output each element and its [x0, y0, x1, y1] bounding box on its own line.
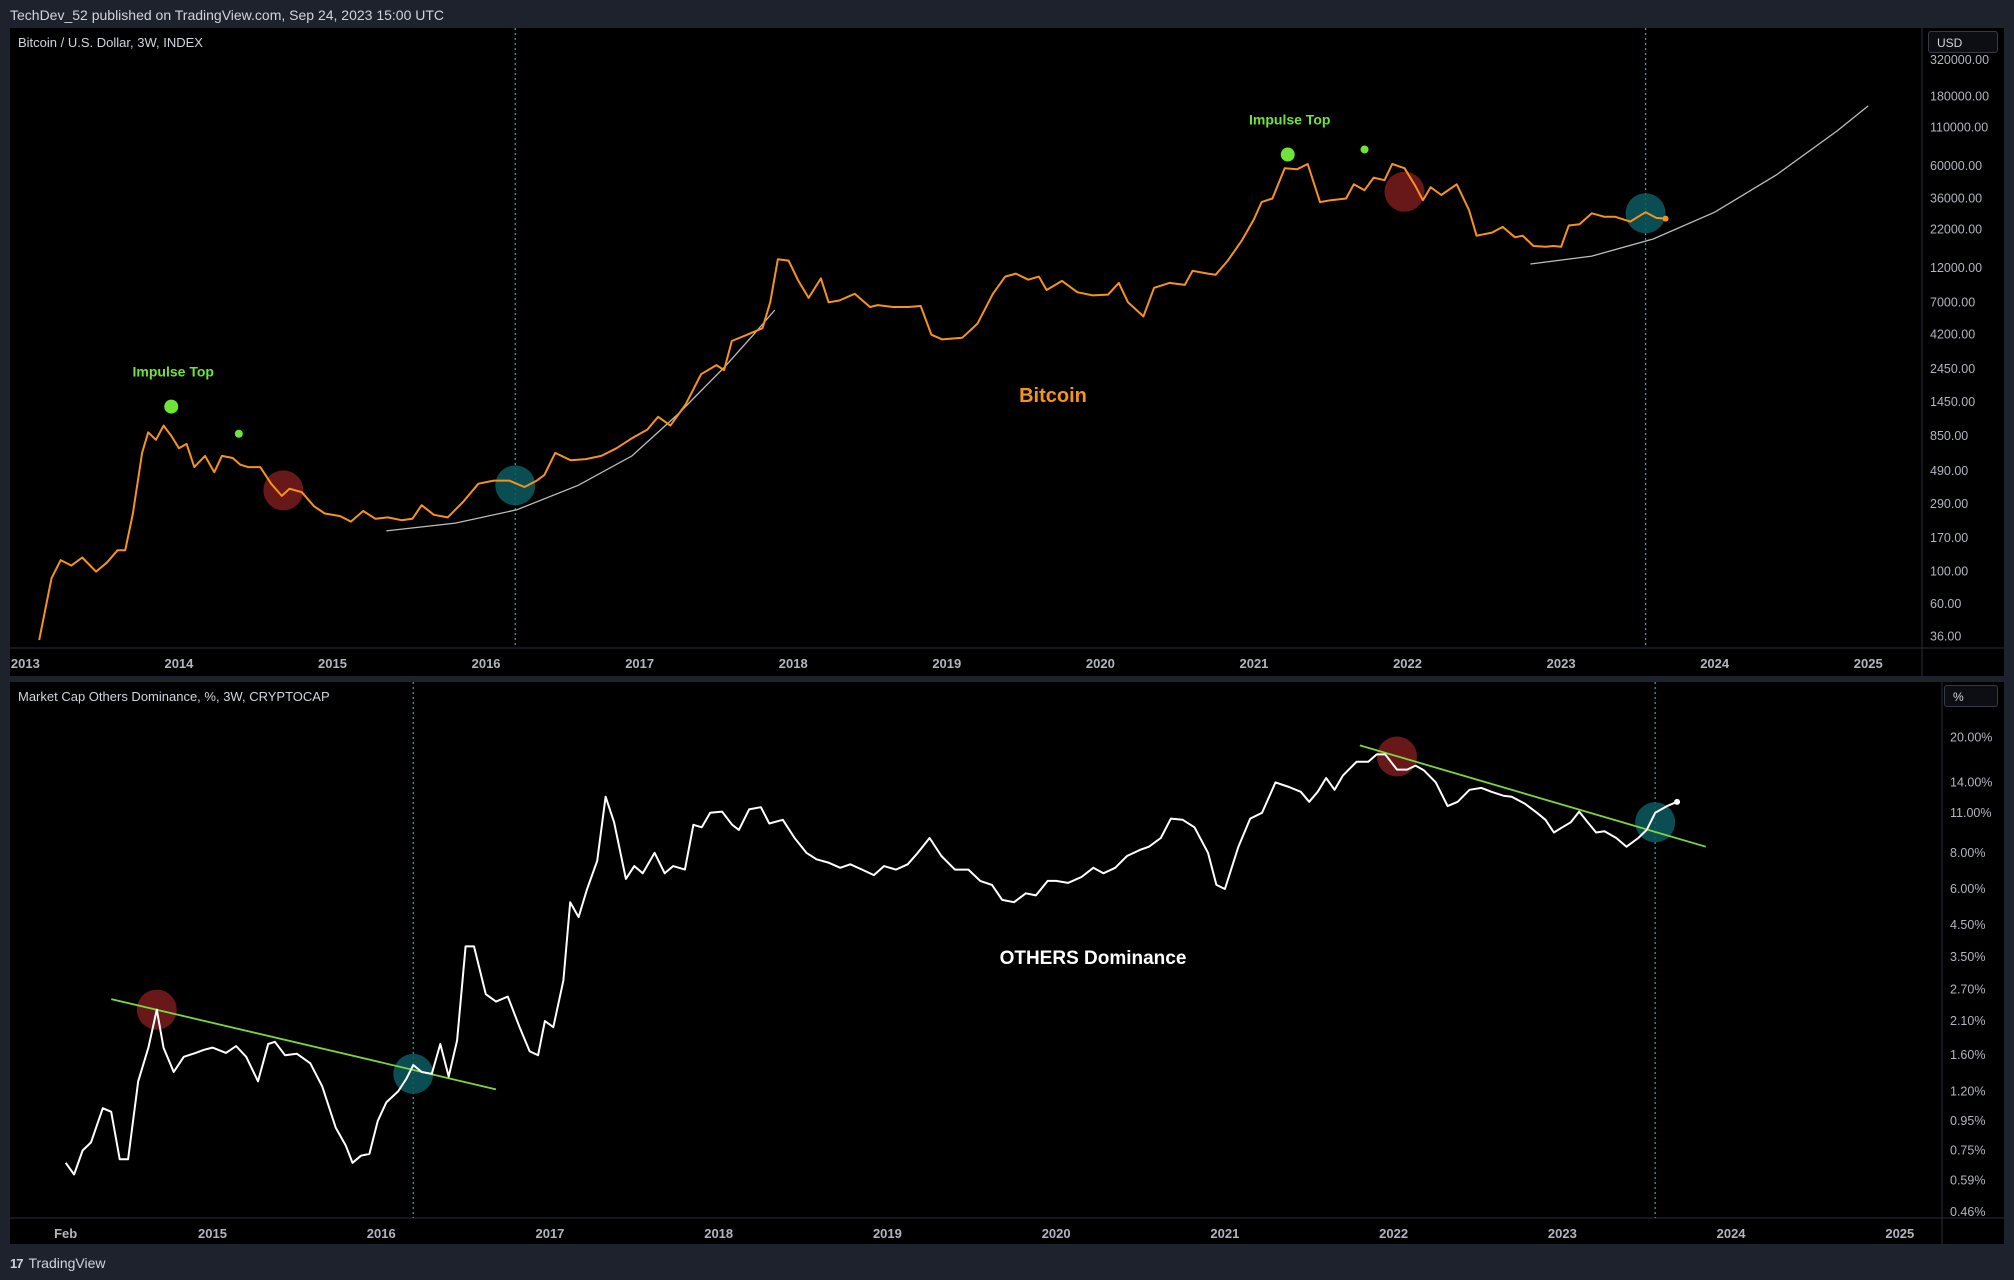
bullish-circle-marker	[495, 465, 536, 506]
y-tick-label: 4200.00	[1930, 328, 1975, 342]
x-tick-label: 2014	[164, 656, 194, 671]
y-tick-label: 22000.00	[1930, 223, 1982, 237]
last-value-dot	[1662, 215, 1669, 222]
y-tick-label: 2450.00	[1930, 362, 1975, 376]
y-tick-label: 320000.00	[1930, 53, 1989, 67]
y-tick-label: 490.00	[1930, 464, 1968, 478]
y-tick-label: 12000.00	[1930, 261, 1982, 275]
y-tick-label: 290.00	[1930, 497, 1968, 511]
x-tick-label: 2013	[11, 656, 40, 671]
x-tick-label: 2024	[1717, 1226, 1747, 1241]
y-tick-label: 3.50%	[1950, 950, 1985, 964]
support-curve	[1530, 105, 1869, 265]
y-tick-label: 110000.00	[1930, 121, 1988, 135]
y-tick-label: 7000.00	[1930, 295, 1975, 309]
y-tick-label: 1.60%	[1950, 1048, 1985, 1062]
y-tick-label: 0.59%	[1950, 1174, 1985, 1188]
y-tick-label: 2.70%	[1950, 982, 1985, 996]
y-tick-label: 6.00%	[1950, 882, 1985, 896]
bitcoin-pane-title: Bitcoin / U.S. Dollar, 3W, INDEX	[18, 35, 203, 50]
bitcoin-pane[interactable]: 320000.00 180000.00 110000.00 60000.00 36000…	[10, 28, 2004, 676]
percent-unit-button[interactable]: %	[1944, 685, 1998, 707]
x-tick-label: 2019	[873, 1226, 902, 1241]
publisher-bar: TechDev_52 published on TradingView.com,…	[0, 0, 2014, 28]
y-tick-label: 0.46%	[1950, 1205, 1985, 1219]
bearish-circle-marker	[1384, 171, 1425, 212]
y-tick-label: 14.00%	[1950, 775, 1992, 789]
y-tick-label: 1.20%	[1950, 1084, 1985, 1098]
y-tick-label: 36.00	[1930, 629, 1961, 643]
publisher-text: TechDev_52 published on TradingView.com,…	[10, 7, 445, 23]
x-tick-label: Feb	[54, 1226, 77, 1241]
secondary-top-dot	[1360, 145, 1369, 154]
brand-label: TradingView	[28, 1255, 106, 1271]
y-tick-label: 100.00	[1930, 565, 1968, 579]
bitcoin-chart[interactable]: 320000.00 180000.00 110000.00 60000.00 36000…	[10, 28, 2004, 676]
bitcoin-annotation: Bitcoin	[1019, 385, 1087, 407]
x-tick-label: 2016	[367, 1226, 396, 1241]
trend-line	[1359, 744, 1707, 848]
x-tick-label: 2023	[1547, 656, 1576, 671]
x-tick-label: 2024	[1700, 656, 1730, 671]
y-tick-label: 170.00	[1930, 531, 1968, 545]
impulse-top-label: Impulse Top	[133, 364, 214, 380]
impulse-top-dot	[164, 399, 179, 414]
currency-unit-button[interactable]: USD	[1928, 31, 1998, 53]
trend-line	[111, 998, 497, 1091]
x-tick-label: 2022	[1393, 656, 1422, 671]
y-tick-label: 0.95%	[1950, 1114, 1985, 1128]
y-tick-label: 36000.00	[1930, 191, 1982, 205]
x-tick-label: 2025	[1885, 1226, 1914, 1241]
x-tick-label: 2021	[1239, 656, 1268, 671]
footer-bar: 17 TradingView	[0, 1244, 2014, 1280]
y-tick-label: 11.00%	[1950, 806, 1991, 820]
y-tick-label: 2.10%	[1950, 1014, 1985, 1028]
impulse-top-dot	[1280, 147, 1295, 162]
x-tick-label: 2015	[198, 1226, 227, 1241]
secondary-top-dot	[234, 429, 243, 438]
dominance-annotation: OTHERS Dominance	[1000, 948, 1187, 969]
x-tick-label: 2025	[1854, 656, 1883, 671]
tradingview-logo-icon: 17	[10, 1255, 24, 1271]
y-tick-label: 20.00%	[1950, 731, 1992, 745]
x-tick-label: 2017	[625, 656, 654, 671]
last-value-dot	[1674, 798, 1681, 805]
x-tick-label: 2021	[1210, 1226, 1239, 1241]
x-tick-label: 2016	[472, 656, 501, 671]
y-tick-label: 1450.00	[1930, 395, 1975, 409]
x-tick-label: 2019	[932, 656, 961, 671]
x-tick-label: 2017	[535, 1226, 564, 1241]
y-tick-label: 60000.00	[1930, 159, 1982, 173]
x-tick-label: 2022	[1379, 1226, 1408, 1241]
y-tick-label: 8.00%	[1950, 846, 1985, 860]
x-tick-label: 2020	[1042, 1226, 1071, 1241]
impulse-top-label: Impulse Top	[1249, 112, 1330, 128]
others-dominance-line	[64, 753, 1678, 1176]
x-tick-label: 2018	[779, 656, 808, 671]
x-tick-label: 2023	[1548, 1226, 1577, 1241]
dominance-pane-title: Market Cap Others Dominance, %, 3W, CRYP…	[18, 689, 330, 704]
x-tick-label: 2018	[704, 1226, 733, 1241]
x-tick-label: 2015	[318, 656, 347, 671]
y-tick-label: 850.00	[1930, 429, 1968, 443]
y-tick-label: 180000.00	[1930, 89, 1989, 103]
bearish-circle-marker	[263, 470, 304, 511]
x-tick-label: 2020	[1086, 656, 1115, 671]
bitcoin-price-line	[38, 163, 1666, 641]
y-tick-label: 0.75%	[1950, 1144, 1985, 1158]
y-tick-label: 4.50%	[1950, 918, 1985, 932]
dominance-pane[interactable]: 20.00% 14.00% 11.00% 8.00% 6.00% 4.50% 3.50% 2.…	[10, 682, 2004, 1244]
support-curve	[386, 309, 776, 532]
y-tick-label: 60.00	[1930, 597, 1961, 611]
tradingview-brand[interactable]: 17 TradingView	[10, 1255, 106, 1271]
dominance-chart[interactable]: 20.00% 14.00% 11.00% 8.00% 6.00% 4.50% 3.50% 2.…	[10, 682, 2004, 1244]
